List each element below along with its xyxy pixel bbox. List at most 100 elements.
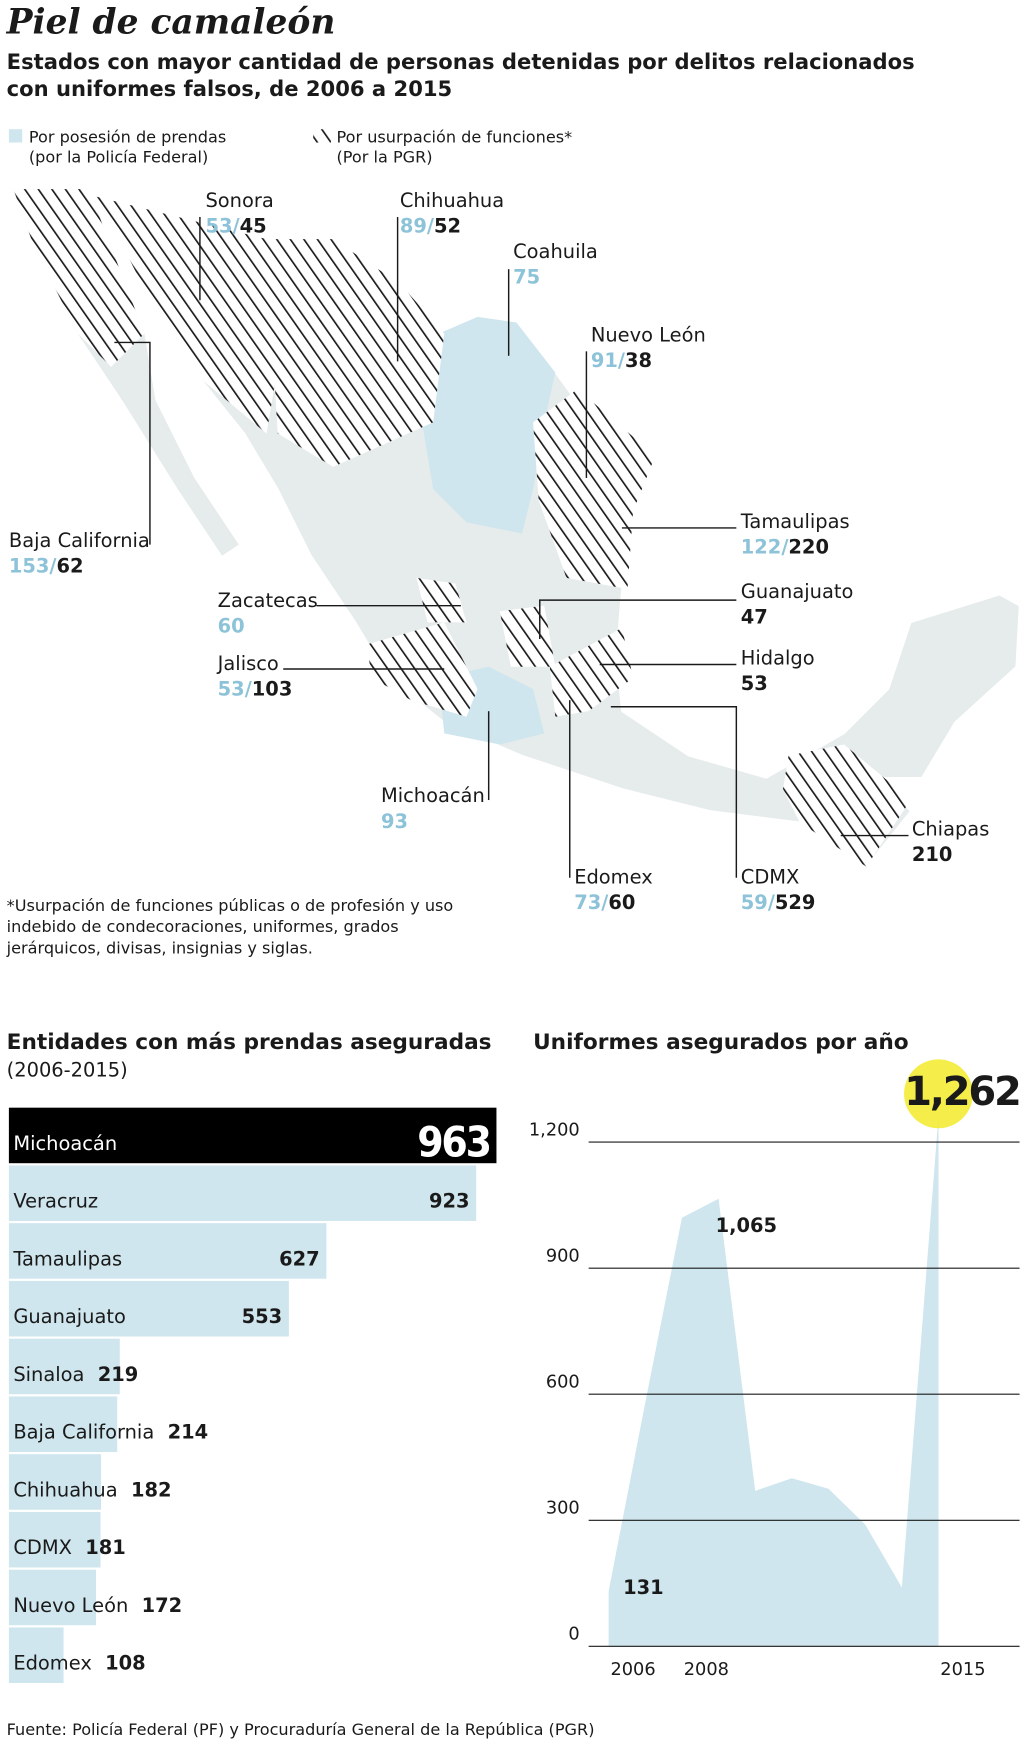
subtitle: Estados con mayor cantidad de personas d… bbox=[7, 49, 915, 74]
pgr-value: 103 bbox=[252, 678, 293, 701]
state-name: Guanajuato bbox=[741, 580, 854, 603]
state-values: 93 bbox=[381, 810, 408, 833]
pf-value: 53 bbox=[205, 214, 232, 237]
bar bbox=[8, 1396, 118, 1452]
footnote: indebido de condecoraciones, uniformes, … bbox=[7, 917, 399, 936]
pf-value: 153 bbox=[9, 554, 50, 577]
separator: / bbox=[601, 891, 609, 914]
pf-value: 53 bbox=[218, 678, 245, 701]
value-label: 963 bbox=[417, 1118, 490, 1167]
value-label: 181 bbox=[85, 1536, 126, 1559]
state-name: Edomex bbox=[574, 865, 653, 888]
bar bbox=[8, 1223, 327, 1279]
state-name: Chihuahua bbox=[400, 189, 504, 212]
chart-subtitle: (2006-2015) bbox=[7, 1059, 128, 1082]
x-tick-label: 2006 bbox=[610, 1660, 655, 1680]
state-values: 153/62 bbox=[9, 554, 84, 577]
separator: / bbox=[232, 214, 240, 237]
category-label: Edomex bbox=[13, 1652, 92, 1675]
subtitle: con uniformes falsos, de 2006 a 2015 bbox=[7, 76, 453, 101]
pgr-value: 38 bbox=[625, 349, 652, 372]
value-label: 172 bbox=[142, 1594, 183, 1617]
separator: / bbox=[427, 214, 435, 237]
value-label: 1,065 bbox=[716, 1214, 777, 1237]
pf-value: 75 bbox=[513, 266, 540, 289]
value-label: 182 bbox=[131, 1478, 172, 1501]
pf-value: 122 bbox=[741, 535, 782, 558]
bar bbox=[8, 1627, 64, 1683]
chart-title: Entidades con más prendas aseguradas bbox=[7, 1030, 492, 1055]
state-values: 73/60 bbox=[574, 891, 635, 914]
legend-text: Por posesión de prendas bbox=[29, 128, 226, 147]
pgr-value: 47 bbox=[741, 605, 768, 628]
y-tick-label: 900 bbox=[546, 1246, 580, 1266]
state-values: 53/103 bbox=[218, 678, 293, 701]
category-label: Guanajuato bbox=[13, 1305, 126, 1328]
source: Fuente: Policía Federal (PF) y Procuradu… bbox=[7, 1720, 595, 1739]
value-label: 214 bbox=[168, 1421, 209, 1444]
state-name: Michoacán bbox=[381, 784, 485, 807]
pf-value: 60 bbox=[218, 614, 245, 637]
value-label: 108 bbox=[105, 1652, 146, 1675]
state-name: CDMX bbox=[741, 865, 800, 888]
category-label: Chihuahua bbox=[13, 1478, 117, 1501]
y-tick-label: 1,200 bbox=[529, 1120, 580, 1140]
state-values: 53/45 bbox=[205, 214, 266, 237]
map bbox=[13, 189, 1021, 878]
y-tick-label: 300 bbox=[546, 1499, 580, 1519]
value-label: 553 bbox=[242, 1305, 283, 1328]
pgr-value: 53 bbox=[741, 672, 768, 695]
category-label: Baja California bbox=[13, 1421, 154, 1444]
state-name: Chiapas bbox=[912, 818, 990, 841]
category-label: Nuevo León bbox=[13, 1594, 128, 1617]
category-label: Veracruz bbox=[13, 1190, 98, 1213]
bar bbox=[8, 1569, 96, 1626]
bar bbox=[8, 1454, 102, 1510]
separator: / bbox=[245, 678, 253, 701]
legend-text: (Por la PGR) bbox=[337, 148, 433, 167]
separator: / bbox=[618, 349, 626, 372]
state-name: Nuevo León bbox=[591, 323, 706, 346]
footnote: jerárquicos, divisas, insignias y siglas… bbox=[6, 938, 313, 957]
bar bbox=[8, 1165, 477, 1221]
value-label: 1,262 bbox=[904, 1069, 1019, 1115]
legend-text: Por usurpación de funciones* bbox=[337, 128, 573, 147]
pgr-value: 45 bbox=[240, 214, 267, 237]
state-name: Baja California bbox=[9, 529, 150, 552]
bar bbox=[8, 1511, 101, 1568]
separator: / bbox=[49, 554, 57, 577]
pf-value: 93 bbox=[381, 810, 408, 833]
state-values: 210 bbox=[912, 843, 953, 866]
pf-value: 59 bbox=[741, 891, 768, 914]
pgr-value: 210 bbox=[912, 843, 953, 866]
state-values: 89/52 bbox=[400, 214, 461, 237]
state-labels: Sonora53/45Chihuahua89/52Coahuila75Nuevo… bbox=[9, 189, 989, 914]
value-label: 131 bbox=[623, 1576, 664, 1599]
footnote: *Usurpación de funciones públicas o de p… bbox=[7, 896, 454, 915]
y-tick-label: 0 bbox=[568, 1625, 579, 1645]
state-values: 53 bbox=[741, 672, 768, 695]
x-tick-label: 2015 bbox=[940, 1660, 985, 1680]
pf-value: 91 bbox=[591, 349, 618, 372]
pgr-value: 52 bbox=[434, 214, 461, 237]
value-label: 219 bbox=[98, 1363, 139, 1386]
pgr-value: 62 bbox=[57, 554, 84, 577]
category-label: Tamaulipas bbox=[12, 1247, 122, 1270]
category-label: Sinaloa bbox=[13, 1363, 84, 1386]
area bbox=[608, 1116, 939, 1647]
chart-title: Uniformes asegurados por año bbox=[533, 1030, 909, 1055]
state-name: Zacatecas bbox=[218, 589, 318, 612]
bar bbox=[8, 1107, 497, 1164]
category-label: CDMX bbox=[13, 1536, 72, 1559]
title: Piel de camaleón bbox=[6, 3, 336, 43]
state-name: Hidalgo bbox=[741, 647, 815, 670]
pgr-value: 220 bbox=[788, 535, 829, 558]
bar bbox=[8, 1338, 120, 1395]
pf-value: 89 bbox=[400, 214, 427, 237]
legend-swatch bbox=[8, 129, 23, 143]
highlight bbox=[904, 1059, 973, 1129]
pf-value: 73 bbox=[574, 891, 601, 914]
value-label: 923 bbox=[429, 1190, 470, 1213]
y-tick-label: 600 bbox=[546, 1373, 580, 1393]
